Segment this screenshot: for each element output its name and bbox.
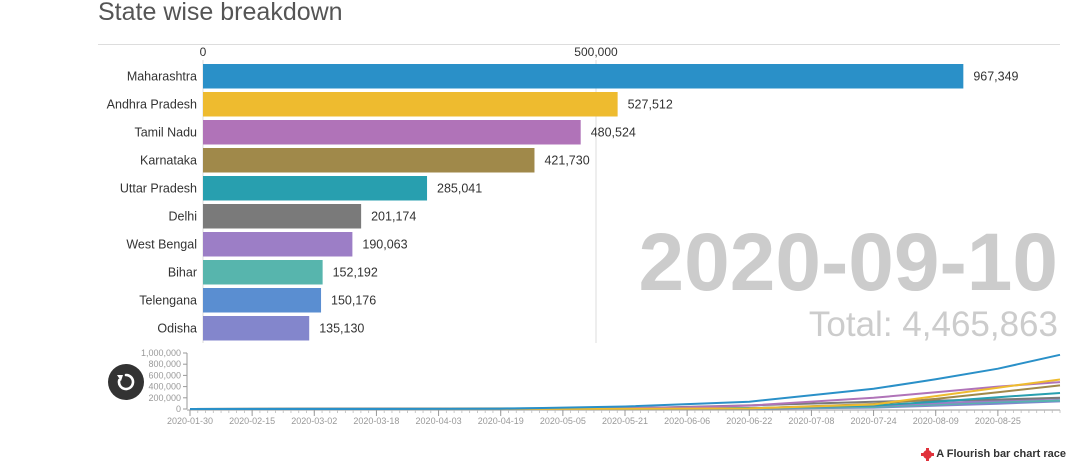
y-tick-label: 200,000	[148, 393, 181, 403]
series-line	[189, 378, 1061, 410]
bar-value-label: 190,063	[362, 237, 407, 251]
y-tick-label: 0	[176, 404, 181, 414]
bar	[203, 176, 428, 201]
bar-category-label: Maharashtra	[127, 69, 197, 83]
bar	[203, 120, 581, 145]
bar-category-label: Andhra Pradesh	[107, 97, 197, 111]
bar-value-label: 135,130	[319, 321, 364, 335]
y-tick-label: 400,000	[148, 382, 181, 392]
replay-icon	[117, 373, 135, 391]
x-tick-label: 2020-07-08	[788, 416, 834, 426]
bar-value-label: 421,730	[544, 153, 589, 167]
flourish-credit-link[interactable]: A Flourish bar chart race	[921, 447, 1066, 461]
x-tick-label: 2020-04-19	[478, 416, 524, 426]
bar-category-label: Odisha	[157, 321, 197, 335]
series-line	[190, 353, 1061, 410]
bar	[203, 260, 323, 285]
bar-value-label: 150,176	[331, 293, 376, 307]
bar-category-label: Telengana	[139, 293, 197, 307]
bar	[203, 316, 310, 341]
bar-value-label: 967,349	[973, 69, 1018, 83]
date-display: 2020-09-10	[639, 217, 1058, 308]
bar-value-label: 285,041	[437, 181, 482, 195]
bar-category-label: Uttar Pradesh	[120, 181, 197, 195]
x-tick-label: 2020-06-06	[664, 416, 710, 426]
timeline-line-chart[interactable]: 0200,000400,000600,000800,0001,000,00020…	[0, 0, 1086, 440]
y-tick-label: 600,000	[148, 370, 181, 380]
bar-value-label: 152,192	[333, 265, 378, 279]
x-tick-label: 2020-04-03	[416, 416, 462, 426]
x-tick-label: 2020-05-05	[540, 416, 586, 426]
credit-text: A Flourish bar chart race	[936, 448, 1066, 460]
x-tick-label: 2020-08-25	[975, 416, 1021, 426]
page-title: State wise breakdown	[98, 0, 343, 26]
bar-category-label: Bihar	[168, 265, 197, 279]
replay-button[interactable]	[108, 364, 144, 400]
bar-category-label: West Bengal	[126, 237, 197, 251]
x-tick-label: 2020-05-21	[602, 416, 648, 426]
bar-value-label: 527,512	[628, 97, 673, 111]
x-tick-label: 2020-07-24	[851, 416, 897, 426]
x-tick-label: 2020-03-02	[291, 416, 337, 426]
bar	[203, 64, 964, 89]
total-display: Total: 4,465,863	[809, 305, 1058, 344]
x-tick-label: 2020-02-15	[229, 416, 275, 426]
title-divider	[98, 44, 1060, 45]
bar-value-label: 480,524	[591, 125, 636, 139]
bar	[203, 148, 535, 173]
bar	[203, 92, 618, 117]
bar-category-label: Tamil Nadu	[134, 125, 197, 139]
x-tick-label: 2020-08-09	[913, 416, 959, 426]
bar	[203, 288, 322, 313]
x-tick-label: 2020-06-22	[726, 416, 772, 426]
y-tick-label: 1,000,000	[141, 348, 181, 358]
x-tick-label: 500,000	[574, 45, 618, 59]
x-tick-label: 2020-03-18	[353, 416, 399, 426]
y-tick-label: 800,000	[148, 359, 181, 369]
bar-value-label: 201,174	[371, 209, 416, 223]
bar	[203, 204, 362, 229]
x-tick-label: 2020-01-30	[167, 416, 213, 426]
bar	[203, 232, 353, 257]
bar-category-label: Karnataka	[140, 153, 197, 167]
flourish-logo-icon	[921, 447, 935, 461]
x-tick-label: 0	[200, 45, 207, 59]
bar-category-label: Delhi	[169, 209, 198, 223]
